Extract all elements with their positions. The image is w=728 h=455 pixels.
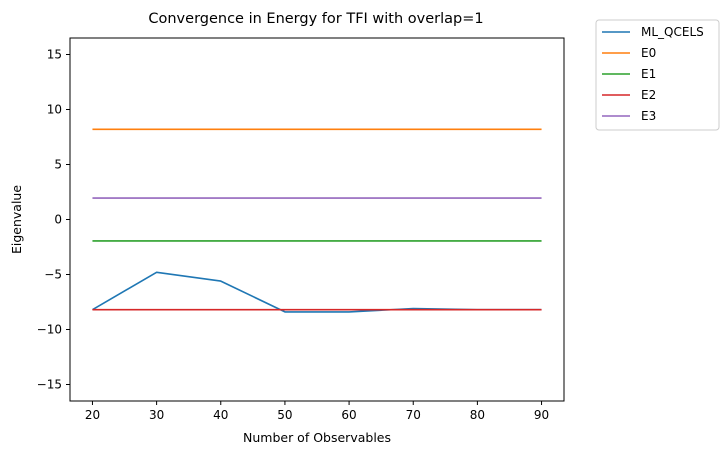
chart-title: Convergence in Energy for TFI with overl… [148,11,483,27]
x-tick-label: 30 [149,408,164,422]
x-tick-label: 70 [406,408,421,422]
x-axis: 20 30 40 50 60 70 80 90 [85,401,549,422]
series-layer [92,128,542,313]
legend-label-e2: E2 [641,88,656,102]
x-axis-label: Number of Observables [243,430,391,445]
y-tick-label: 10 [47,103,62,117]
legend-label-e3: E3 [641,109,656,123]
x-tick-label: 40 [213,408,228,422]
y-tick-label: −15 [37,378,62,392]
y-tick-label: 15 [47,48,62,62]
legend-label-e1: E1 [641,67,656,81]
y-axis: −15 −10 −5 0 5 10 15 [37,48,70,392]
legend-box [595,19,720,131]
plot-frame [69,37,565,402]
y-tick-label: 0 [54,213,62,227]
y-tick-label: −5 [44,268,62,282]
x-tick-label: 50 [277,408,292,422]
legend-label-ml_qcels: ML_QCELS [641,25,704,39]
legend-label-e0: E0 [641,46,656,60]
x-tick-label: 20 [85,408,100,422]
y-tick-label: −10 [37,323,62,337]
x-tick-label: 80 [470,408,485,422]
y-axis-label: Eigenvalue [9,185,24,254]
x-tick-label: 60 [341,408,356,422]
series-line-ml_qcels [92,271,542,313]
x-tick-label: 90 [534,408,549,422]
legend: ML_QCELS E0 E1 E2 E3 [595,19,720,131]
y-tick-label: 5 [54,158,62,172]
